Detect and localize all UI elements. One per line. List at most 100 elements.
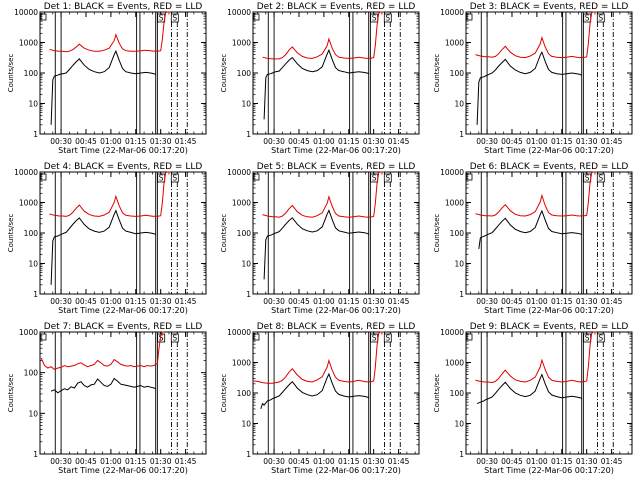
y-tick-label: 1 [459, 450, 464, 459]
x-tick-label: 01:00 [313, 297, 335, 306]
series-line-events [50, 209, 156, 285]
series-line-lld [262, 11, 384, 60]
y-axis-label: Counts/sec [220, 54, 228, 93]
gap-marker-label: S [598, 334, 603, 343]
gap-marker-label: S [172, 174, 177, 183]
series-line-lld [475, 331, 597, 384]
series-line-events [263, 209, 369, 280]
y-axis-label: Counts/sec [220, 214, 228, 253]
x-tick-label: 01:30 [576, 297, 598, 306]
gap-marker-box [383, 173, 392, 183]
x-tick-label: 01:00 [313, 137, 335, 146]
series-line-events [50, 377, 156, 394]
y-tick-label: 100 [450, 389, 465, 398]
y-tick-label: 1000 [19, 39, 38, 48]
y-tick-label: 1 [459, 290, 464, 299]
x-tick-label: 00:45 [288, 297, 310, 306]
x-tick-label: 00:30 [263, 457, 285, 466]
y-tick-label: 100 [450, 229, 465, 238]
y-axis-label: Counts/sec [7, 54, 15, 93]
y-tick-label: 10 [241, 260, 251, 269]
x-tick-label: 01:00 [100, 137, 122, 146]
x-tick-label: 01:15 [551, 297, 573, 306]
corner-marker [40, 13, 47, 21]
y-axis-label: Counts/sec [220, 374, 228, 413]
panel-det-8: Det 8: BLACK = Events, RED = LLD 1 10 100 10… [220, 322, 420, 475]
series-line-lld [49, 11, 171, 53]
x-tick-label: 00:45 [75, 137, 97, 146]
x-axis-label: Start Time (22-Mar-06 00:17:20) [484, 306, 614, 315]
series-line-events [476, 373, 582, 405]
x-tick-label: 00:45 [75, 297, 97, 306]
corner-marker [40, 173, 47, 181]
x-tick-label: 00:45 [501, 137, 523, 146]
panel-det-5: Det 5: BLACK = Events, RED = LLD 1 10 100 10… [220, 162, 420, 315]
x-tick-label: 01:30 [363, 137, 385, 146]
gap-marker-label: S [172, 14, 177, 23]
x-tick-label: 01:15 [338, 457, 360, 466]
x-tick-label: 01:45 [601, 137, 623, 146]
y-tick-label: 1 [33, 450, 38, 459]
gap-marker-label: S [372, 334, 377, 343]
x-tick-label: 01:15 [551, 137, 573, 146]
y-tick-label: 100 [24, 69, 39, 78]
x-tick-label: 00:30 [476, 137, 498, 146]
y-axis-label: Counts/sec [433, 374, 441, 413]
x-tick-label: 01:30 [576, 457, 598, 466]
y-tick-label: 1 [246, 130, 251, 139]
y-axis-label: Counts/sec [433, 214, 441, 253]
y-tick-label: 10000 [227, 328, 251, 337]
x-tick-label: 01:00 [526, 457, 548, 466]
y-tick-label: 10000 [440, 8, 464, 17]
gap-marker-label: S [372, 174, 377, 183]
y-tick-label: 10000 [440, 328, 464, 337]
x-tick-label: 00:30 [50, 457, 72, 466]
x-axis-label: Start Time (22-Mar-06 00:17:20) [271, 466, 401, 475]
panel-det-1: Det 1: BLACK = Events, RED = LLD 1 10 100 10… [7, 2, 207, 155]
x-tick-label: 01:15 [125, 297, 147, 306]
gap-marker-label: S [585, 14, 590, 23]
series-line-events [50, 49, 156, 125]
plot-frame [252, 331, 420, 455]
y-tick-label: 10000 [440, 168, 464, 177]
panel-det-2: Det 2: BLACK = Events, RED = LLD 1 10 100 10… [220, 2, 420, 155]
gap-marker-label: S [172, 334, 177, 343]
x-tick-label: 01:00 [313, 457, 335, 466]
gap-marker-box [383, 13, 392, 23]
panel-det-9: Det 9: BLACK = Events, RED = LLD 1 10 100 10… [433, 322, 633, 475]
panel-title: Det 6: BLACK = Events, RED = LLD [470, 162, 629, 172]
y-tick-label: 10000 [14, 168, 38, 177]
x-axis-label: Start Time (22-Mar-06 00:17:20) [58, 466, 188, 475]
y-tick-label: 1000 [19, 328, 38, 337]
plot-frame [39, 331, 207, 455]
x-tick-label: 00:30 [476, 297, 498, 306]
corner-marker [253, 13, 260, 21]
corner-marker [253, 173, 260, 181]
x-tick-label: 00:45 [75, 457, 97, 466]
series-line-events [263, 48, 369, 120]
x-tick-label: 00:30 [50, 297, 72, 306]
y-tick-label: 1 [33, 130, 38, 139]
x-axis-label: Start Time (22-Mar-06 00:17:20) [271, 146, 401, 155]
y-tick-label: 1 [246, 290, 251, 299]
y-tick-label: 100 [237, 229, 252, 238]
plot-frame [465, 331, 633, 455]
y-tick-label: 1 [459, 130, 464, 139]
x-tick-label: 01:45 [601, 457, 623, 466]
gap-marker-label: S [159, 334, 164, 343]
x-tick-label: 01:00 [100, 457, 122, 466]
series-line-events [478, 209, 582, 249]
panel-title: Det 7: BLACK = Events, RED = LLD [44, 322, 203, 332]
x-tick-label: 01:00 [100, 297, 122, 306]
x-tick-label: 01:45 [388, 457, 410, 466]
x-tick-label: 00:45 [501, 297, 523, 306]
gap-marker-label: S [385, 174, 390, 183]
x-axis-label: Start Time (22-Mar-06 00:17:20) [484, 466, 614, 475]
series-line-events [476, 50, 582, 125]
series-line-lld [252, 331, 384, 384]
x-axis-label: Start Time (22-Mar-06 00:17:20) [58, 146, 188, 155]
gap-marker-label: S [159, 174, 164, 183]
x-tick-label: 01:45 [175, 297, 197, 306]
x-tick-label: 01:30 [363, 457, 385, 466]
y-tick-label: 10 [28, 409, 38, 418]
